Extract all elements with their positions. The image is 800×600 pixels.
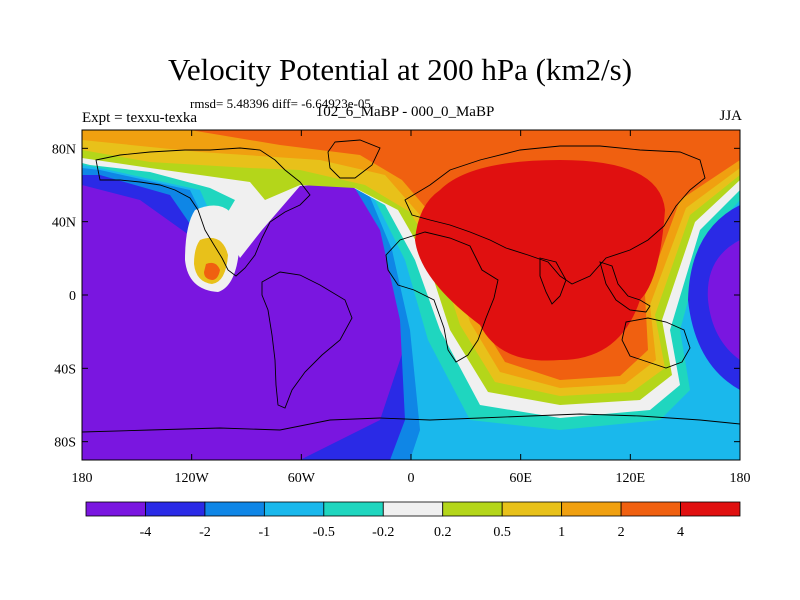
antarctica-coast xyxy=(82,413,740,433)
colorbar-swatch xyxy=(85,501,146,517)
colorbar-label: -0.5 xyxy=(313,525,335,540)
coastlines xyxy=(82,139,740,433)
colorbar-label: 4 xyxy=(677,525,684,540)
x-tick-label: 180 xyxy=(72,471,93,486)
x-tick-label: 180 xyxy=(730,471,751,486)
colorbar-swatch xyxy=(442,501,503,517)
colorbar-swatch xyxy=(501,501,563,517)
colorbar-swatch xyxy=(561,501,622,517)
north-america-coast xyxy=(95,147,311,277)
colorbar-swatch xyxy=(145,501,206,517)
colorbar-label: -0.2 xyxy=(372,525,394,540)
colorbar-label: -1 xyxy=(259,525,271,540)
colorbar-label: 0.5 xyxy=(493,525,511,540)
colorbar-swatch xyxy=(323,501,384,517)
eurasia-coast xyxy=(404,145,706,285)
greenland-coast xyxy=(327,139,381,179)
right-subtitle: JJA xyxy=(719,108,742,124)
colorbar: -4 -2 -1 -0.5 -0.2 0.2 0.5 1 2 4 xyxy=(85,501,741,540)
y-tick-label: 0 xyxy=(69,289,76,304)
x-axis: 180 120W 60W 0 60E 120E 180 xyxy=(72,130,751,486)
y-axis: 80N 40N 0 40S 80S xyxy=(52,142,740,451)
colorbar-label: 2 xyxy=(618,525,625,540)
x-tick-label: 120E xyxy=(616,471,646,486)
center-subtitle: 102_6_MaBP - 000_0_MaBP xyxy=(315,104,495,120)
x-tick-label: 60W xyxy=(288,471,316,486)
y-tick-label: 40N xyxy=(52,216,76,231)
south-america-coast xyxy=(261,271,353,409)
y-tick-label: 40S xyxy=(54,362,76,377)
x-tick-label: 120W xyxy=(175,471,210,486)
africa-coast xyxy=(385,231,499,363)
chart-title: Velocity Potential at 200 hPa (km2/s) xyxy=(167,52,633,87)
central-america-anomaly-inner xyxy=(194,237,228,284)
colorbar-swatch xyxy=(204,501,265,517)
australia-coast xyxy=(621,317,691,369)
x-tick-label: 60E xyxy=(509,471,532,486)
y-tick-label: 80S xyxy=(54,436,76,451)
colorbar-swatch xyxy=(263,501,325,517)
east-asia-negative-edge xyxy=(688,205,740,390)
india-coast xyxy=(539,257,567,305)
southeast-asia-coast xyxy=(599,261,651,313)
colorbar-label: 1 xyxy=(558,525,565,540)
colorbar-swatch xyxy=(680,501,741,517)
central-america-anomaly-core xyxy=(204,262,220,280)
x-tick-label: 0 xyxy=(408,471,415,486)
west-pacific-negative xyxy=(704,240,740,360)
colorbar-label: -4 xyxy=(140,525,152,540)
colorbar-swatch xyxy=(620,501,681,517)
left-subtitle: Expt = texxu-texka xyxy=(82,110,198,126)
colorbar-label: 0.2 xyxy=(434,525,452,540)
stats-text: rmsd= 5.48396 diff= -6.64923e-05 xyxy=(190,96,371,111)
y-tick-label: 80N xyxy=(52,142,76,157)
colorbar-label: -2 xyxy=(199,525,211,540)
colorbar-swatch xyxy=(382,501,444,517)
contour-field xyxy=(82,130,740,460)
